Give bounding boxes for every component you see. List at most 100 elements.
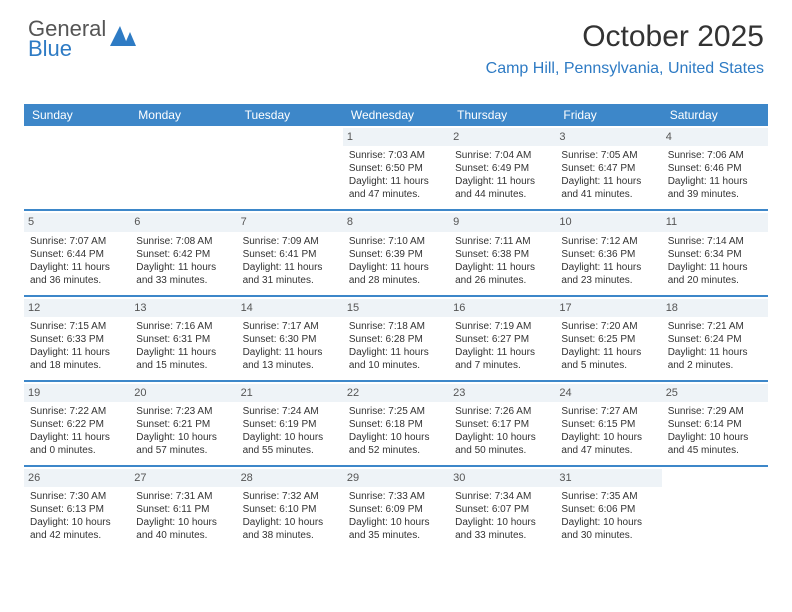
daylight1-text: Daylight: 10 hours <box>243 431 337 444</box>
week-row: 26Sunrise: 7:30 AMSunset: 6:13 PMDayligh… <box>24 467 768 550</box>
day-cell: 9Sunrise: 7:11 AMSunset: 6:38 PMDaylight… <box>449 211 555 294</box>
daylight1-text: Daylight: 11 hours <box>349 175 443 188</box>
daylight1-text: Daylight: 11 hours <box>668 346 762 359</box>
sunset-text: Sunset: 6:18 PM <box>349 418 443 431</box>
day-number: 27 <box>130 469 236 487</box>
sunset-text: Sunset: 6:34 PM <box>668 248 762 261</box>
sunset-text: Sunset: 6:10 PM <box>243 503 337 516</box>
daylight2-text: and 42 minutes. <box>30 529 124 542</box>
location-text: Camp Hill, Pennsylvania, United States <box>486 60 764 78</box>
sunset-text: Sunset: 6:11 PM <box>136 503 230 516</box>
day-cell: 29Sunrise: 7:33 AMSunset: 6:09 PMDayligh… <box>343 467 449 550</box>
daylight1-text: Daylight: 10 hours <box>136 516 230 529</box>
sunrise-text: Sunrise: 7:23 AM <box>136 405 230 418</box>
daylight1-text: Daylight: 11 hours <box>561 346 655 359</box>
sunrise-text: Sunrise: 7:26 AM <box>455 405 549 418</box>
empty-cell <box>130 126 236 209</box>
day-number: 26 <box>24 469 130 487</box>
sunrise-text: Sunrise: 7:30 AM <box>30 490 124 503</box>
daylight2-text: and 47 minutes. <box>349 188 443 201</box>
daylight2-text: and 47 minutes. <box>561 444 655 457</box>
week-row: 1Sunrise: 7:03 AMSunset: 6:50 PMDaylight… <box>24 126 768 211</box>
day-cell: 11Sunrise: 7:14 AMSunset: 6:34 PMDayligh… <box>662 211 768 294</box>
sunrise-text: Sunrise: 7:32 AM <box>243 490 337 503</box>
daylight2-text: and 13 minutes. <box>243 359 337 372</box>
day-cell: 16Sunrise: 7:19 AMSunset: 6:27 PMDayligh… <box>449 297 555 380</box>
sunset-text: Sunset: 6:39 PM <box>349 248 443 261</box>
sunrise-text: Sunrise: 7:03 AM <box>349 149 443 162</box>
sunset-text: Sunset: 6:07 PM <box>455 503 549 516</box>
day-cell: 26Sunrise: 7:30 AMSunset: 6:13 PMDayligh… <box>24 467 130 550</box>
day-header: Saturday <box>662 104 768 126</box>
daylight2-text: and 44 minutes. <box>455 188 549 201</box>
sunset-text: Sunset: 6:28 PM <box>349 333 443 346</box>
day-cell: 18Sunrise: 7:21 AMSunset: 6:24 PMDayligh… <box>662 297 768 380</box>
day-number: 25 <box>662 384 768 402</box>
daylight2-text: and 52 minutes. <box>349 444 443 457</box>
sunrise-text: Sunrise: 7:07 AM <box>30 235 124 248</box>
daylight2-text: and 26 minutes. <box>455 274 549 287</box>
daylight1-text: Daylight: 10 hours <box>243 516 337 529</box>
day-cell: 25Sunrise: 7:29 AMSunset: 6:14 PMDayligh… <box>662 382 768 465</box>
daylight2-text: and 57 minutes. <box>136 444 230 457</box>
day-number: 21 <box>237 384 343 402</box>
daylight1-text: Daylight: 11 hours <box>30 431 124 444</box>
day-cell: 28Sunrise: 7:32 AMSunset: 6:10 PMDayligh… <box>237 467 343 550</box>
sunrise-text: Sunrise: 7:16 AM <box>136 320 230 333</box>
sunrise-text: Sunrise: 7:34 AM <box>455 490 549 503</box>
day-cell: 15 Sunrise: 7:18 AMSunset: 6:28 PMDayligh… <box>343 297 449 380</box>
brand-logo: General Blue <box>28 18 136 60</box>
header-right: October 2025 Camp Hill, Pennsylvania, Un… <box>486 20 764 78</box>
day-number: 18 <box>662 299 768 317</box>
sunset-text: Sunset: 6:50 PM <box>349 162 443 175</box>
daylight2-text: and 45 minutes. <box>668 444 762 457</box>
sunset-text: Sunset: 6:21 PM <box>136 418 230 431</box>
sunrise-text: Sunrise: 7:24 AM <box>243 405 337 418</box>
daylight1-text: Daylight: 10 hours <box>30 516 124 529</box>
sunrise-text: Sunrise: 7:17 AM <box>243 320 337 333</box>
daylight2-text: and 38 minutes. <box>243 529 337 542</box>
day-cell: 27 Sunrise: 7:31 AMSunset: 6:11 PMDayligh… <box>130 467 236 550</box>
day-cell: 7Sunrise: 7:09 AMSunset: 6:41 PMDaylight… <box>237 211 343 294</box>
day-cell: 30 Sunrise: 7:34 AMSunset: 6:07 PMDayligh… <box>449 467 555 550</box>
daylight1-text: Daylight: 10 hours <box>561 516 655 529</box>
day-cell: 4Sunrise: 7:06 AMSunset: 6:46 PMDaylight… <box>662 126 768 209</box>
daylight2-text: and 41 minutes. <box>561 188 655 201</box>
daylight2-text: and 18 minutes. <box>30 359 124 372</box>
sunset-text: Sunset: 6:31 PM <box>136 333 230 346</box>
daylight1-text: Daylight: 11 hours <box>349 346 443 359</box>
sunrise-text: Sunrise: 7:18 AM <box>349 320 443 333</box>
day-number: 30 <box>449 469 555 487</box>
daylight1-text: Daylight: 11 hours <box>30 346 124 359</box>
day-number: 14 <box>237 299 343 317</box>
sunset-text: Sunset: 6:09 PM <box>349 503 443 516</box>
daylight1-text: Daylight: 11 hours <box>455 175 549 188</box>
day-cell: 17Sunrise: 7:20 AMSunset: 6:25 PMDayligh… <box>555 297 661 380</box>
sunrise-text: Sunrise: 7:31 AM <box>136 490 230 503</box>
day-cell: 21Sunrise: 7:24 AMSunset: 6:19 PMDayligh… <box>237 382 343 465</box>
daylight1-text: Daylight: 10 hours <box>455 516 549 529</box>
day-number: 13 <box>130 299 236 317</box>
week-row: 12Sunrise: 7:15 AMSunset: 6:33 PMDayligh… <box>24 297 768 382</box>
week-row: 19Sunrise: 7:22 AMSunset: 6:22 PMDayligh… <box>24 382 768 467</box>
sunset-text: Sunset: 6:14 PM <box>668 418 762 431</box>
day-number: 11 <box>662 213 768 231</box>
day-cell: 20Sunrise: 7:23 AMSunset: 6:21 PMDayligh… <box>130 382 236 465</box>
day-number: 9 <box>449 213 555 231</box>
daylight2-text: and 23 minutes. <box>561 274 655 287</box>
sunset-text: Sunset: 6:27 PM <box>455 333 549 346</box>
sunrise-text: Sunrise: 7:12 AM <box>561 235 655 248</box>
sunrise-text: Sunrise: 7:11 AM <box>455 235 549 248</box>
daylight2-text: and 10 minutes. <box>349 359 443 372</box>
sunset-text: Sunset: 6:44 PM <box>30 248 124 261</box>
day-number: 15 <box>343 299 449 317</box>
sunset-text: Sunset: 6:38 PM <box>455 248 549 261</box>
day-cell: 14Sunrise: 7:17 AMSunset: 6:30 PMDayligh… <box>237 297 343 380</box>
daylight2-text: and 0 minutes. <box>30 444 124 457</box>
day-header: Monday <box>130 104 236 126</box>
daylight1-text: Daylight: 10 hours <box>349 431 443 444</box>
logo-sail-icon <box>110 26 136 46</box>
sunset-text: Sunset: 6:25 PM <box>561 333 655 346</box>
empty-cell <box>662 467 768 550</box>
sunrise-text: Sunrise: 7:09 AM <box>243 235 337 248</box>
